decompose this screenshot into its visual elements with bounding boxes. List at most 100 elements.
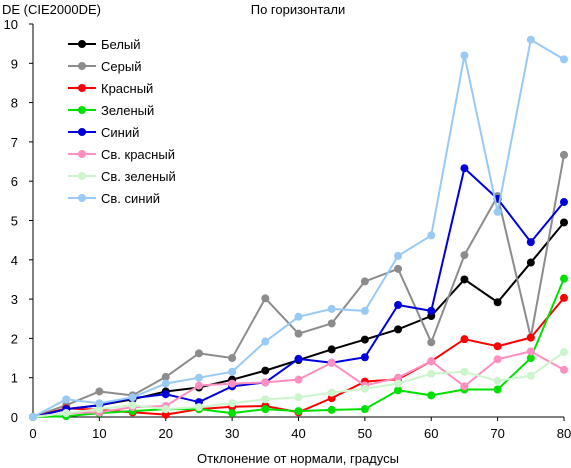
legend-label: Зеленый — [101, 103, 154, 118]
data-point — [460, 382, 469, 391]
data-point — [261, 405, 270, 414]
y-tick-label: 0 — [11, 410, 18, 425]
data-point — [294, 393, 303, 402]
data-point — [394, 251, 403, 260]
data-point — [128, 401, 137, 410]
legend-item: Красный — [68, 81, 153, 96]
data-point — [228, 409, 237, 418]
legend-label: Красный — [101, 81, 153, 96]
data-point — [294, 375, 303, 384]
data-point — [493, 342, 502, 351]
x-tick-label: 10 — [92, 426, 106, 441]
data-point — [228, 367, 237, 376]
data-point — [261, 366, 270, 375]
data-point — [327, 345, 336, 354]
data-point — [560, 274, 568, 283]
legend-item: Св. синий — [68, 191, 160, 206]
data-point — [194, 349, 203, 358]
data-point — [394, 325, 403, 334]
data-point — [560, 55, 568, 64]
data-point — [294, 329, 303, 338]
x-tick-label: 30 — [225, 426, 239, 441]
data-point — [493, 376, 502, 385]
legend: Белый Серый Красный Зеленый Синий Св. красный… — [68, 37, 176, 206]
legend-item: Св. красный — [68, 147, 175, 162]
legend-label: Серый — [101, 59, 141, 74]
data-point — [560, 218, 568, 227]
data-point — [493, 207, 502, 216]
data-point — [327, 304, 336, 313]
legend-swatch-marker — [78, 194, 86, 202]
data-point — [526, 35, 535, 44]
data-point — [427, 357, 436, 366]
series-2 — [29, 150, 568, 421]
data-point — [460, 275, 469, 284]
data-point — [29, 413, 37, 421]
data-point — [560, 348, 568, 357]
data-point — [62, 409, 71, 418]
x-tick-label: 60 — [424, 426, 438, 441]
data-point — [394, 386, 403, 395]
y-tick-label: 8 — [11, 96, 18, 111]
data-point — [161, 379, 170, 388]
data-point — [261, 395, 270, 404]
data-point — [560, 150, 568, 159]
data-point — [228, 354, 237, 363]
data-point — [360, 306, 369, 315]
data-point — [526, 371, 535, 380]
data-point — [294, 312, 303, 321]
legend-swatch-marker — [78, 106, 86, 114]
data-point — [327, 394, 336, 403]
data-point — [427, 391, 436, 400]
y-tick-label: 5 — [11, 214, 18, 229]
y-tick-label: 1 — [11, 371, 18, 386]
data-point — [95, 399, 104, 408]
data-point — [526, 333, 535, 342]
data-point — [360, 384, 369, 393]
data-point — [161, 372, 170, 381]
axes: 0 1 2 3 4 5 6 7 8 9 10 0 10 20 30 40 50 60 70 80 — [4, 17, 571, 441]
data-point — [62, 395, 71, 404]
y-tick-label: 10 — [4, 17, 18, 32]
data-point — [161, 405, 170, 414]
data-point — [161, 410, 170, 419]
legend-label: Св. синий — [101, 191, 160, 206]
data-point — [560, 198, 568, 207]
y-tick-label: 2 — [11, 331, 18, 346]
data-point — [394, 379, 403, 388]
data-point — [394, 264, 403, 273]
data-point — [460, 164, 469, 173]
data-point — [460, 367, 469, 376]
legend-item: Св. зеленый — [68, 169, 176, 184]
data-point — [327, 388, 336, 397]
data-point — [95, 387, 104, 396]
legend-swatch-marker — [78, 84, 86, 92]
data-point — [360, 335, 369, 344]
legend-swatch-marker — [78, 40, 86, 48]
data-point — [228, 379, 237, 388]
data-point — [327, 405, 336, 414]
data-point — [327, 358, 336, 367]
y-tick-label: 4 — [11, 253, 18, 268]
data-point — [261, 337, 270, 346]
x-tick-label: 0 — [29, 426, 36, 441]
legend-label: Св. зеленый — [101, 169, 176, 184]
data-point — [427, 369, 436, 378]
x-axis-title: Отклонение от нормали, градусы — [197, 451, 399, 466]
data-point — [427, 306, 436, 315]
legend-label: Белый — [101, 37, 141, 52]
series-7 — [29, 348, 568, 421]
series-8 — [29, 35, 568, 421]
series-6 — [29, 347, 568, 421]
series-layer — [29, 35, 568, 421]
data-point — [526, 347, 535, 356]
data-point — [194, 381, 203, 390]
data-point — [360, 277, 369, 286]
data-point — [460, 251, 469, 260]
data-point — [394, 300, 403, 309]
data-point — [427, 231, 436, 240]
y-tick-label: 9 — [11, 56, 18, 71]
legend-item: Синий — [68, 125, 139, 140]
legend-item: Серый — [68, 59, 141, 74]
